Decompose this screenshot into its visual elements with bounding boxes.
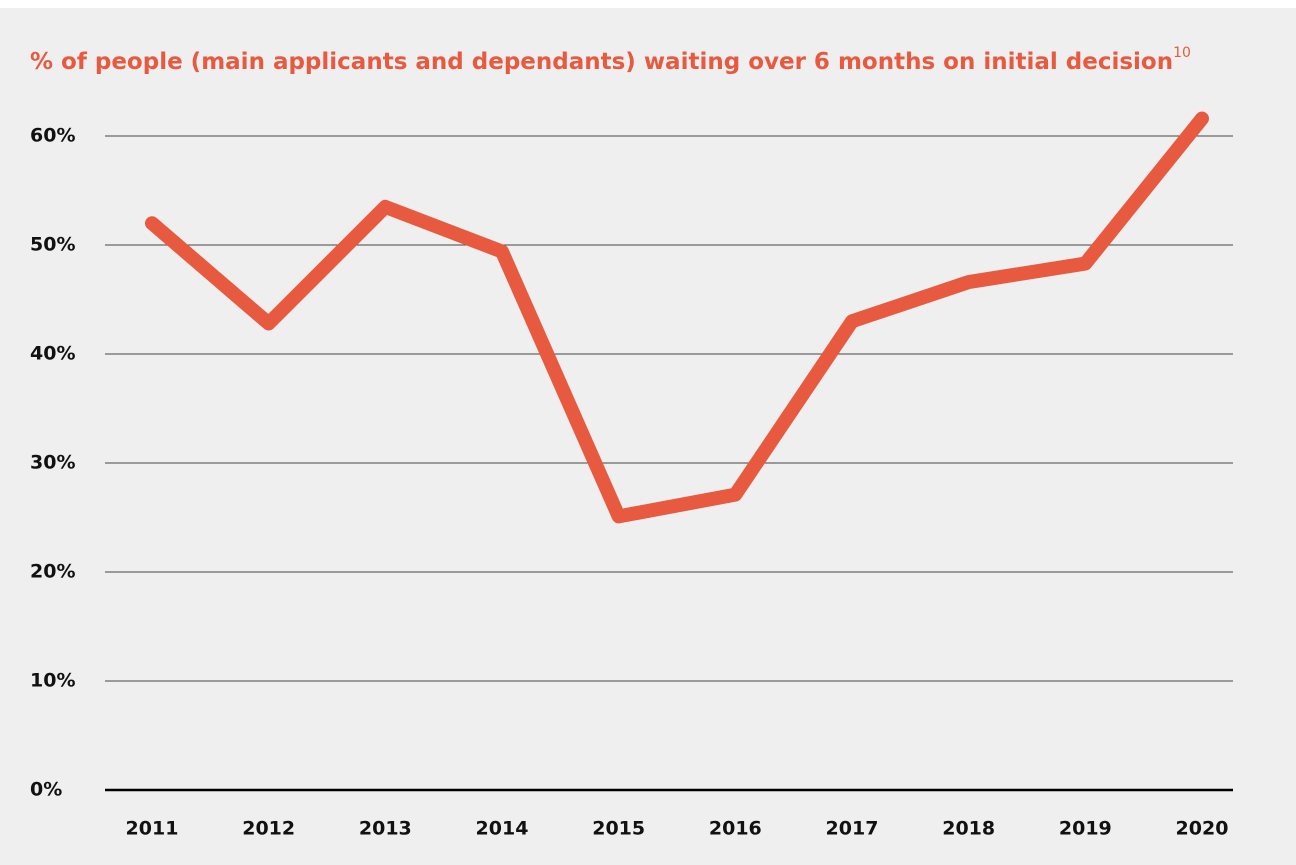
title-footnote: 10 (1173, 45, 1191, 61)
data-line (145, 111, 1209, 524)
x-tick-label: 2017 (826, 818, 879, 840)
x-tick-label: 2011 (126, 818, 179, 840)
x-tick-label: 2020 (1176, 818, 1229, 840)
title-text: % of people (main applicants and dependa… (30, 49, 1173, 75)
y-tick-label: 0% (30, 779, 62, 801)
x-tick-label: 2012 (242, 818, 295, 840)
y-tick-label: 60% (30, 125, 75, 147)
y-tick-label: 10% (30, 670, 75, 692)
x-tick-label: 2016 (709, 818, 762, 840)
x-tick-label: 2018 (942, 818, 995, 840)
x-tick-label: 2015 (592, 818, 645, 840)
chart-background (0, 8, 1296, 865)
chart-title: % of people (main applicants and dependa… (30, 45, 1191, 75)
y-tick-label: 30% (30, 452, 75, 474)
x-tick-label: 2019 (1059, 818, 1112, 840)
y-tick-label: 40% (30, 343, 75, 365)
x-tick-label: 2013 (359, 818, 412, 840)
y-tick-label: 20% (30, 561, 75, 583)
y-tick-label: 50% (30, 234, 75, 256)
x-tick-label: 2014 (476, 818, 529, 840)
